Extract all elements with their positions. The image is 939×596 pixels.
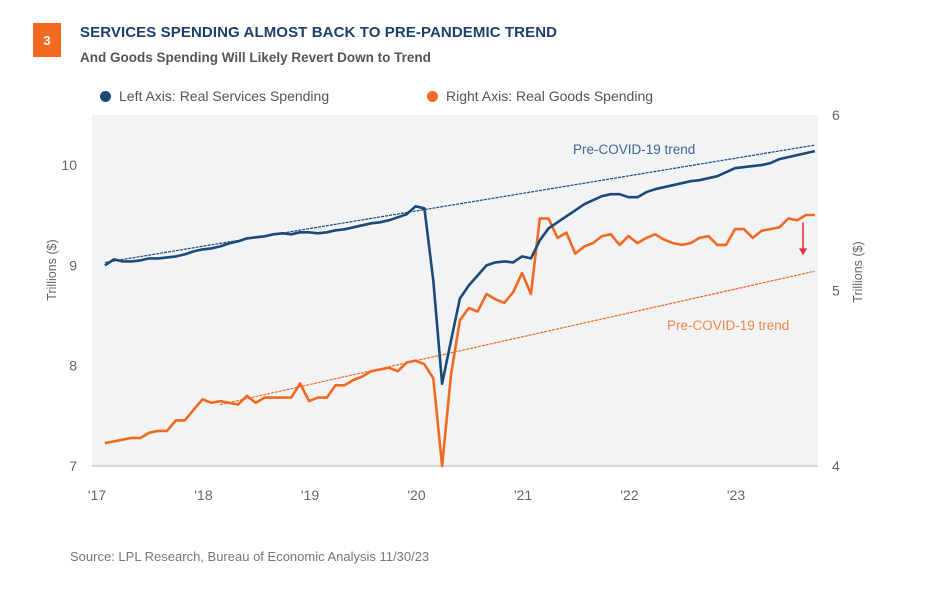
right-tick-label: 5 (832, 283, 840, 299)
source-note: Source: LPL Research, Bureau of Economic… (70, 549, 430, 564)
left-tick-label: 8 (69, 358, 77, 374)
legend-item-services: Left Axis: Real Services Spending (100, 88, 329, 104)
x-tick-label: '22 (620, 487, 638, 503)
goods-trend-label: Pre-COVID-19 trend (667, 318, 789, 333)
x-tick-label: '19 (301, 487, 319, 503)
x-tick-label: '17 (88, 487, 106, 503)
services-series-line (104, 149, 816, 386)
x-tick-label: '21 (514, 487, 532, 503)
revert-down-arrow-icon (799, 222, 807, 256)
x-tick-label: '18 (194, 487, 212, 503)
goods-series-line (104, 213, 815, 468)
plot-area (92, 115, 818, 466)
legend-item-goods: Right Axis: Real Goods Spending (427, 88, 653, 104)
legend-label-services: Left Axis: Real Services Spending (119, 88, 330, 104)
chart-subtitle: And Goods Spending Will Likely Revert Do… (80, 50, 431, 65)
left-axis-title: Trillions ($) (45, 239, 59, 300)
legend-dot-services-icon (100, 90, 111, 102)
arrow-head (799, 248, 807, 256)
right-tick-label: 4 (832, 458, 840, 474)
x-tick-label: '23 (727, 487, 745, 503)
left-tick-label: 9 (69, 257, 77, 273)
right-axis-title: Trillions ($) (851, 241, 865, 302)
left-tick-label: 10 (61, 157, 77, 173)
goods-trend-line (220, 270, 816, 406)
x-tick-label: '20 (407, 487, 425, 503)
left-tick-label: 7 (69, 458, 77, 474)
legend-label-goods: Right Axis: Real Goods Spending (446, 88, 654, 104)
services-trend-label: Pre-COVID-19 trend (573, 142, 695, 157)
chart-title: SERVICES SPENDING ALMOST BACK TO PRE-PAN… (80, 24, 558, 41)
figure-number-badge: 3 (33, 23, 61, 57)
legend-dot-goods-icon (427, 90, 438, 102)
right-tick-label: 6 (832, 107, 840, 123)
